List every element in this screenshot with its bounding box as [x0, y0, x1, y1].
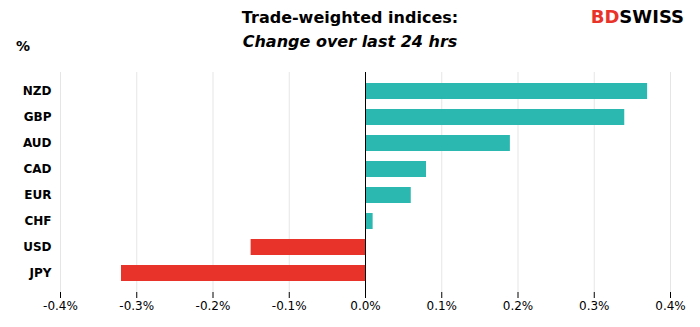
svg-text:-0.3%: -0.3%	[119, 299, 154, 313]
svg-text:AUD: AUD	[23, 136, 52, 150]
svg-text:GBP: GBP	[24, 110, 52, 124]
svg-text:EUR: EUR	[24, 188, 51, 202]
svg-text:-0.4%: -0.4%	[43, 299, 78, 313]
svg-text:USD: USD	[23, 240, 51, 254]
svg-text:0.3%: 0.3%	[579, 299, 610, 313]
html-text:BD SWISS: BD SWISS	[590, 6, 684, 27]
svg-text:JPY: JPY	[29, 266, 52, 280]
svg-text:0.2%: 0.2%	[503, 299, 534, 313]
html-text:Trade-weighted indices:: Trade-weighted indices:	[241, 8, 459, 27]
svg-text:0.0%: 0.0%	[350, 299, 381, 313]
svg-text:CAD: CAD	[23, 162, 51, 176]
svg-text:-0.2%: -0.2%	[196, 299, 231, 313]
svg-text:0.1%: 0.1%	[427, 299, 458, 313]
svg-text:-0.1%: -0.1%	[272, 299, 307, 313]
svg-text:CHF: CHF	[24, 214, 51, 228]
svg-text:0.4%: 0.4%	[655, 299, 686, 313]
svg-text:NZD: NZD	[23, 84, 52, 98]
html-text:Change over last 24 hrs: Change over last 24 hrs	[242, 32, 458, 51]
